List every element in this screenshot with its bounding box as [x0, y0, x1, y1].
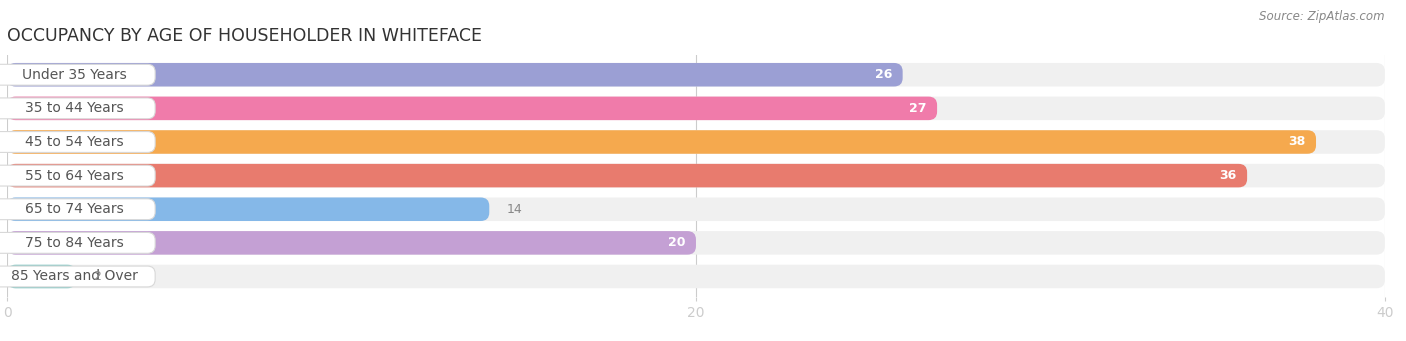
FancyBboxPatch shape	[0, 165, 155, 186]
Text: 45 to 54 Years: 45 to 54 Years	[25, 135, 124, 149]
FancyBboxPatch shape	[7, 63, 903, 87]
FancyBboxPatch shape	[7, 63, 1385, 87]
FancyBboxPatch shape	[0, 233, 155, 253]
Text: 14: 14	[506, 203, 522, 216]
FancyBboxPatch shape	[7, 197, 1385, 221]
FancyBboxPatch shape	[7, 130, 1385, 154]
Text: 38: 38	[1288, 135, 1306, 148]
FancyBboxPatch shape	[7, 164, 1385, 188]
Text: Source: ZipAtlas.com: Source: ZipAtlas.com	[1260, 10, 1385, 23]
FancyBboxPatch shape	[0, 199, 155, 220]
Text: Under 35 Years: Under 35 Years	[22, 68, 127, 82]
FancyBboxPatch shape	[7, 265, 76, 288]
Text: OCCUPANCY BY AGE OF HOUSEHOLDER IN WHITEFACE: OCCUPANCY BY AGE OF HOUSEHOLDER IN WHITE…	[7, 27, 482, 45]
Text: 36: 36	[1219, 169, 1237, 182]
FancyBboxPatch shape	[7, 231, 696, 255]
Text: 75 to 84 Years: 75 to 84 Years	[25, 236, 124, 250]
Text: 85 Years and Over: 85 Years and Over	[11, 269, 138, 283]
FancyBboxPatch shape	[0, 98, 155, 119]
Text: 65 to 74 Years: 65 to 74 Years	[25, 202, 124, 216]
Text: 27: 27	[910, 102, 927, 115]
FancyBboxPatch shape	[7, 164, 1247, 188]
FancyBboxPatch shape	[0, 132, 155, 152]
FancyBboxPatch shape	[7, 231, 1385, 255]
FancyBboxPatch shape	[7, 97, 1385, 120]
FancyBboxPatch shape	[7, 130, 1316, 154]
FancyBboxPatch shape	[7, 97, 938, 120]
Text: 20: 20	[668, 236, 686, 249]
Text: 35 to 44 Years: 35 to 44 Years	[25, 101, 124, 115]
Text: 55 to 64 Years: 55 to 64 Years	[25, 168, 124, 183]
FancyBboxPatch shape	[7, 265, 1385, 288]
FancyBboxPatch shape	[0, 64, 155, 85]
Text: 2: 2	[93, 270, 101, 283]
Text: 26: 26	[875, 68, 893, 81]
FancyBboxPatch shape	[0, 266, 155, 287]
FancyBboxPatch shape	[7, 197, 489, 221]
